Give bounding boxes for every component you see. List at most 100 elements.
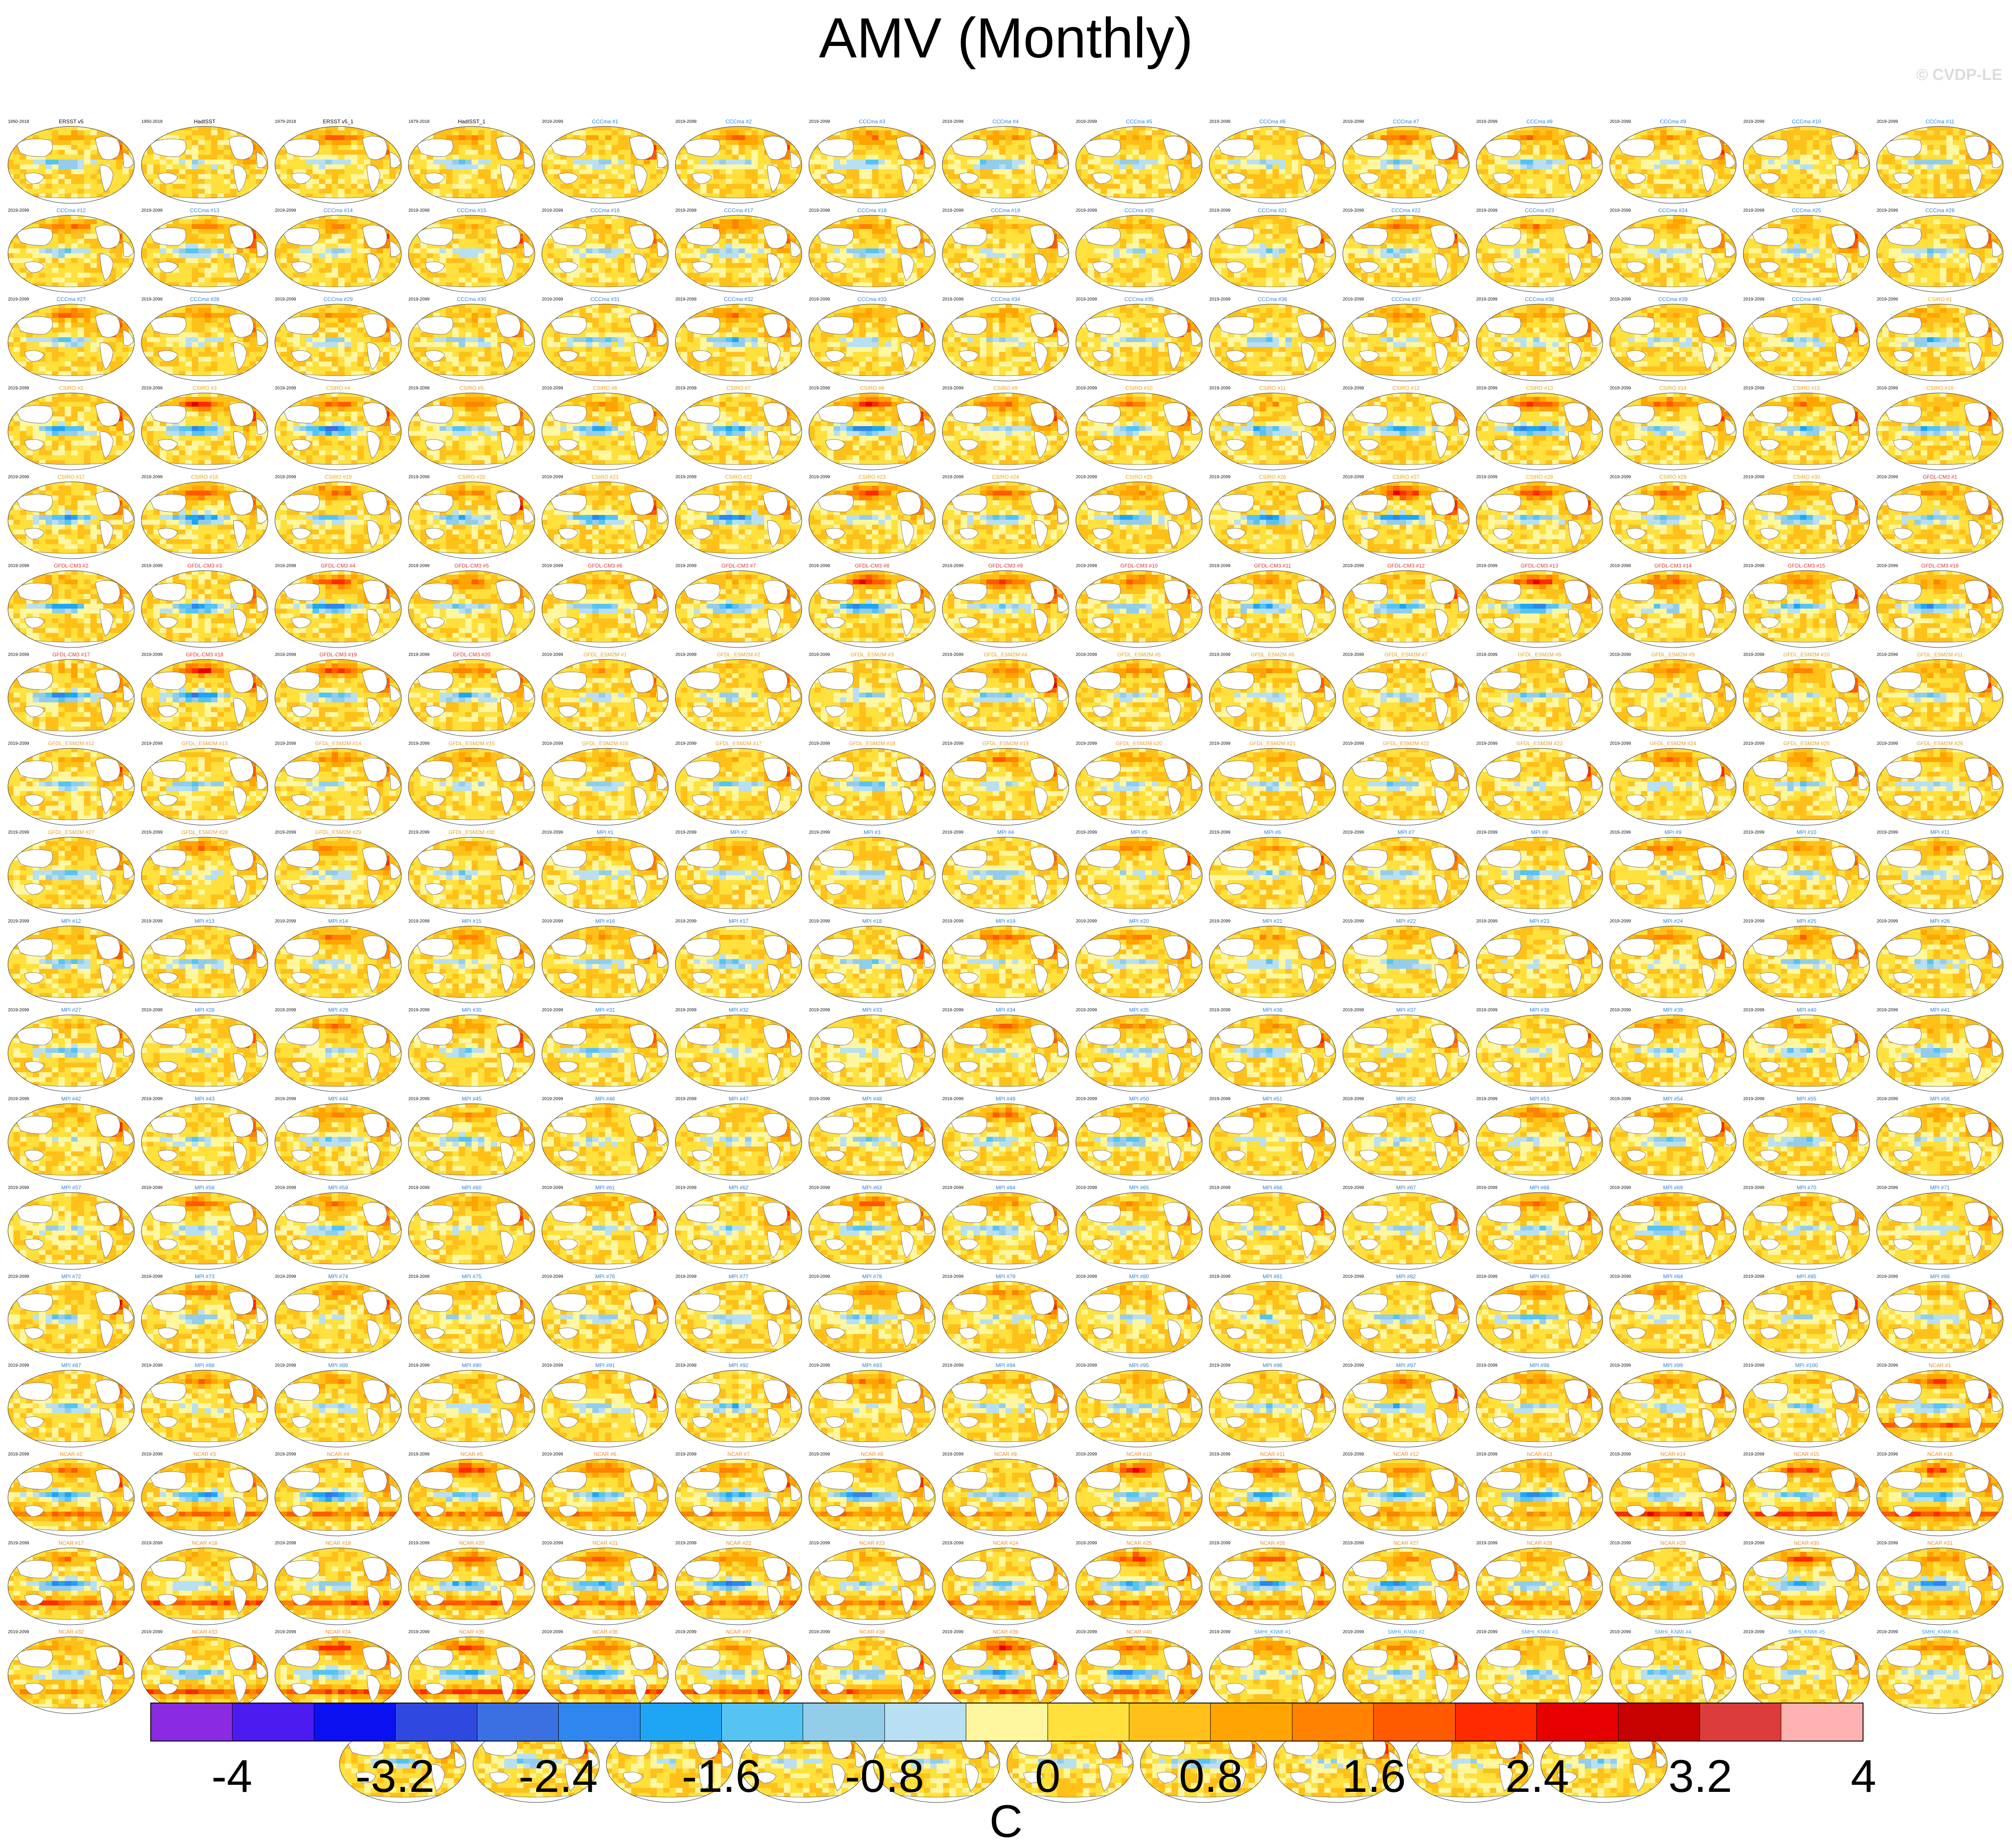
panel-title: NCAR #20	[408, 1540, 536, 1546]
panel-title: CSIRO #27	[1342, 474, 1470, 480]
colorbar-swatch	[559, 1703, 640, 1741]
panel-title: GFDL_ESM2M #4	[941, 652, 1070, 658]
sst-map	[808, 392, 936, 471]
panel-title: GFDL_ESM2M #9	[1609, 652, 1737, 658]
sst-map	[408, 659, 536, 737]
panel-title: NCAR #28	[1475, 1540, 1604, 1546]
sst-map	[7, 570, 135, 648]
panel-title: MPI #23	[1475, 918, 1604, 924]
sst-map	[1208, 659, 1337, 737]
panel-title: GFDL-CM3 #17	[7, 652, 135, 658]
panel-title: CSIRO #1	[1876, 296, 2004, 302]
panel-title: ERSST v5_1	[274, 118, 402, 125]
panel-title: GFDL_ESM2M #23	[1475, 740, 1604, 747]
sst-map	[1342, 836, 1470, 915]
panel-title: MPI #37	[1342, 1007, 1470, 1013]
panel-title: GFDL_ESM2M #15	[408, 740, 536, 747]
panel-title: CCCma #26	[1876, 207, 2004, 213]
panel-title: CSIRO #8	[808, 385, 936, 391]
sst-map	[674, 214, 803, 293]
sst-map	[1342, 392, 1470, 471]
sst-map	[541, 836, 669, 915]
sst-map	[674, 836, 803, 915]
sst-map	[1342, 570, 1470, 648]
panel-title: MPI #99	[1609, 1362, 1737, 1368]
panel-title: GFDL_ESM2M #13	[141, 740, 269, 747]
panel-title: MPI #22	[1342, 918, 1470, 924]
panel-title: CCCma #38	[1475, 296, 1604, 302]
panel-title: GFDL_ESM2M #22	[1342, 740, 1470, 747]
sst-map	[1075, 303, 1203, 382]
panel-title: MPI #50	[1075, 1096, 1203, 1102]
sst-map	[541, 303, 669, 382]
sst-map	[7, 392, 135, 471]
panel-title: CCCma #24	[1609, 207, 1737, 213]
sst-map	[1075, 481, 1203, 560]
sst-map	[1609, 1014, 1737, 1093]
panel-title: NCAR #2	[7, 1451, 135, 1457]
sst-map	[1208, 1192, 1337, 1270]
colorbar-swatch	[232, 1703, 314, 1741]
sst-map	[1609, 836, 1737, 915]
panel-title: CCCma #30	[408, 296, 536, 302]
sst-map	[941, 1014, 1070, 1093]
sst-map	[674, 1369, 803, 1448]
sst-map	[941, 1369, 1070, 1448]
sst-map	[1075, 1280, 1203, 1359]
panel-title: GFDL_ESM2M #30	[408, 829, 536, 835]
panel-title: NCAR #25	[1075, 1540, 1203, 1546]
sst-map	[541, 1280, 669, 1359]
sst-map	[141, 1103, 269, 1181]
sst-map	[1876, 925, 2004, 1004]
panel-title: CCCma #17	[674, 207, 803, 213]
sst-map	[674, 1014, 803, 1093]
sst-map	[1742, 1458, 1871, 1537]
sst-map	[808, 925, 936, 1004]
panel-title: GFDL-CM3 #7	[674, 563, 803, 569]
panel-title: GFDL-CM3 #19	[274, 652, 402, 658]
panel-title: GFDL_ESM2M #18	[808, 740, 936, 747]
sst-map	[1342, 659, 1470, 737]
panel-title: CSIRO #12	[1342, 385, 1470, 391]
panel-title: MPI #13	[141, 918, 269, 924]
panel-title: CSIRO #14	[1609, 385, 1737, 391]
panel-title: CCCma #22	[1342, 207, 1470, 213]
sst-map	[1609, 1103, 1737, 1181]
sst-map	[1075, 1103, 1203, 1181]
panel-title: MPI #95	[1075, 1362, 1203, 1368]
sst-map	[1208, 570, 1337, 648]
sst-map	[141, 303, 269, 382]
sst-map	[1742, 1547, 1871, 1626]
sst-map	[1609, 481, 1737, 560]
panel-title: CSIRO #15	[1742, 385, 1871, 391]
sst-map	[408, 126, 536, 204]
sst-map	[1342, 925, 1470, 1004]
